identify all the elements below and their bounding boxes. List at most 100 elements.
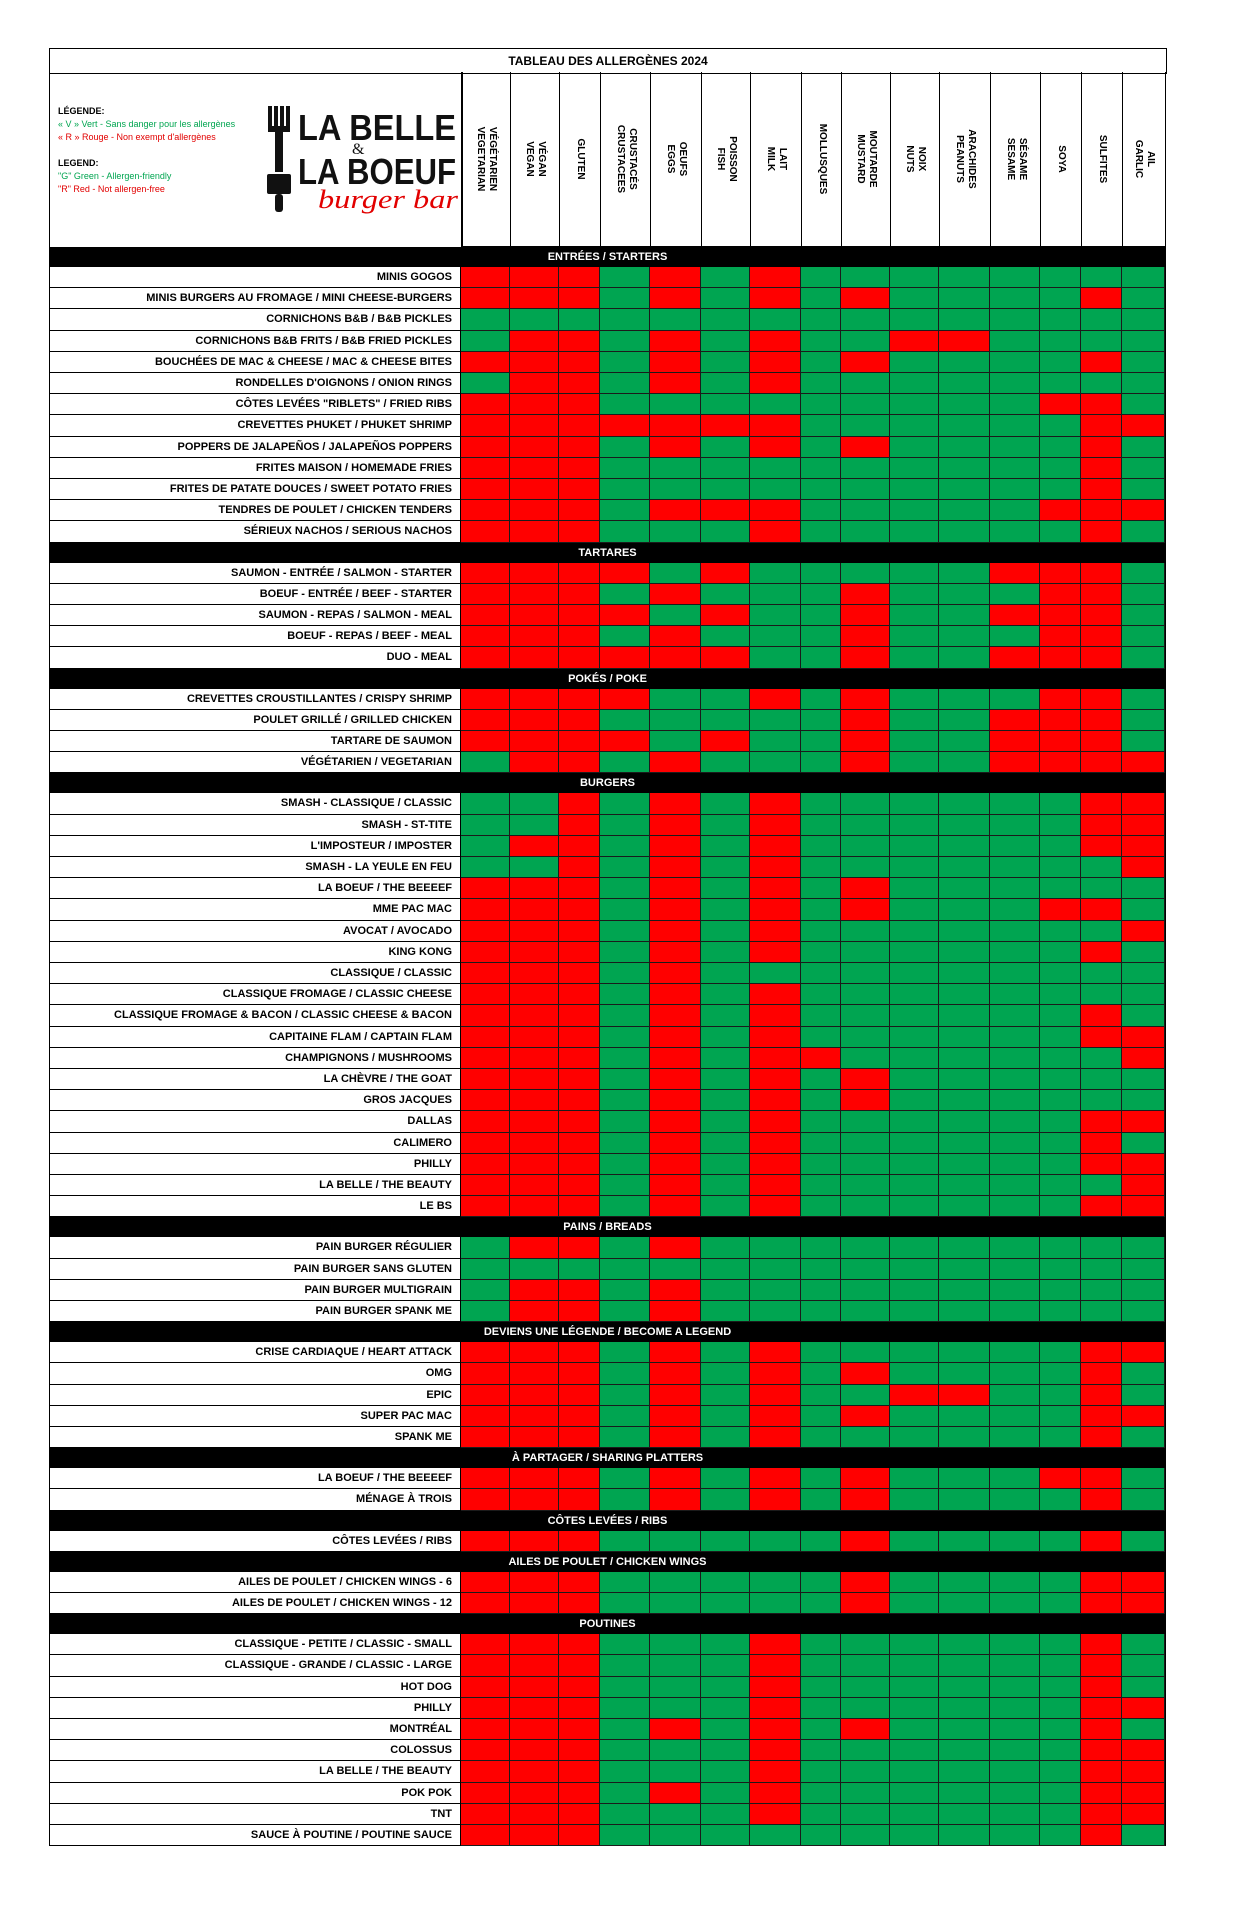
allergen-cell-green xyxy=(801,941,841,963)
allergen-cell-red xyxy=(1122,1342,1165,1364)
allergen-cell-green xyxy=(801,1258,841,1280)
allergen-cell-red xyxy=(461,647,510,669)
allergen-cell-red xyxy=(510,288,559,310)
allergen-cell-green xyxy=(600,1132,650,1154)
allergen-cell-green xyxy=(990,415,1040,437)
allergen-cell-green xyxy=(990,1782,1040,1804)
allergen-cell-red xyxy=(461,1153,510,1175)
allergen-cell-red xyxy=(841,288,890,310)
allergen-cell-red xyxy=(559,647,600,669)
allergen-cell-red xyxy=(750,1153,801,1175)
allergen-cell-green xyxy=(1122,1132,1165,1154)
allergen-cell-green xyxy=(1040,267,1081,289)
allergen-cell-green xyxy=(600,309,650,331)
legend-fr-green: « V » Vert - Sans danger pour les allerg… xyxy=(58,119,236,129)
allergen-cell-red xyxy=(559,920,600,942)
allergen-cell-green xyxy=(939,500,990,522)
item-name: MÉNAGE À TROIS xyxy=(49,1489,461,1511)
allergen-cell-green xyxy=(841,1427,890,1449)
allergen-cell-green xyxy=(939,1530,990,1552)
allergen-cell-red xyxy=(841,878,890,900)
allergen-cell-green xyxy=(939,1005,990,1027)
item-name: PAIN BURGER SPANK ME xyxy=(49,1301,461,1323)
allergen-cell-green xyxy=(701,1697,750,1719)
allergen-cell-green xyxy=(841,457,890,479)
allergen-cell-red xyxy=(461,626,510,648)
allergen-cell-green xyxy=(801,1237,841,1259)
item-name: MINIS GOGOS xyxy=(49,267,461,289)
allergen-cell-green xyxy=(939,1593,990,1615)
allergen-cell-red xyxy=(1081,752,1122,774)
allergen-cell-green xyxy=(701,1153,750,1175)
allergen-cell-red xyxy=(510,267,559,289)
allergen-cell-green xyxy=(510,1258,559,1280)
allergen-cell-green xyxy=(801,963,841,985)
table-row: POK POK xyxy=(49,1782,1166,1804)
allergen-cell-red xyxy=(650,984,701,1006)
allergen-cell-green xyxy=(939,1196,990,1218)
allergen-cell-green xyxy=(841,1132,890,1154)
allergen-cell-green xyxy=(1040,1427,1081,1449)
allergen-cell-green xyxy=(1122,436,1165,458)
allergen-cell-red xyxy=(461,1782,510,1804)
allergen-cell-red xyxy=(750,1655,801,1677)
allergen-cell-red xyxy=(559,1069,600,1091)
allergen-cell-green xyxy=(600,1301,650,1323)
allergen-cell-green xyxy=(600,1782,650,1804)
allergen-cell-red xyxy=(510,1363,559,1385)
allergen-cell-red xyxy=(1081,436,1122,458)
allergen-cell-red xyxy=(510,1175,559,1197)
allergen-cell-red xyxy=(650,415,701,437)
allergen-cell-green xyxy=(890,1530,939,1552)
allergen-cell-green xyxy=(939,562,990,584)
allergen-cell-green xyxy=(801,1719,841,1741)
table-row: MINIS GOGOS xyxy=(49,267,1166,289)
allergen-cell-red xyxy=(1081,1005,1122,1027)
allergen-cell-red xyxy=(461,1405,510,1427)
allergen-cell-green xyxy=(939,1655,990,1677)
allergen-cell-green xyxy=(1040,1342,1081,1364)
allergen-cell-green xyxy=(841,1676,890,1698)
allergen-cell-green xyxy=(701,1593,750,1615)
table-row: LA BOEUF / THE BEEEEF xyxy=(49,878,1166,900)
allergen-cell-red xyxy=(701,647,750,669)
allergen-cell-green xyxy=(801,521,841,543)
allergen-cell-red xyxy=(510,605,559,627)
allergen-cell-green xyxy=(801,394,841,416)
column-header: CRUSTACÉS CRUSTACEES xyxy=(600,72,650,247)
allergen-cell-red xyxy=(559,899,600,921)
allergen-cell-red xyxy=(510,373,559,395)
allergen-cell-red xyxy=(650,1279,701,1301)
allergen-cell-green xyxy=(890,1427,939,1449)
column-header: ARACHIDES PEANUTS xyxy=(939,72,990,247)
allergen-cell-green xyxy=(461,1279,510,1301)
allergen-cell-red xyxy=(1081,521,1122,543)
allergen-cell-red xyxy=(650,1342,701,1364)
allergen-cell-green xyxy=(801,330,841,352)
allergen-cell-red xyxy=(1040,709,1081,731)
fork-icon xyxy=(268,106,290,172)
allergen-cell-green xyxy=(990,1593,1040,1615)
allergen-cell-red xyxy=(650,288,701,310)
item-name: CHAMPIGNONS / MUSHROOMS xyxy=(49,1047,461,1069)
allergen-cell-red xyxy=(1081,1427,1122,1449)
allergen-cell-green xyxy=(1122,351,1165,373)
allergen-cell-green xyxy=(801,1803,841,1825)
allergen-cell-green xyxy=(890,1175,939,1197)
section-header: BURGERS xyxy=(49,773,1166,794)
allergen-cell-red xyxy=(750,500,801,522)
allergen-cell-green xyxy=(841,920,890,942)
allergen-cell-green xyxy=(939,1405,990,1427)
allergen-cell-green xyxy=(890,814,939,836)
item-name: PHILLY xyxy=(49,1153,461,1175)
allergen-cell-green xyxy=(801,1175,841,1197)
allergen-cell-green xyxy=(990,1530,1040,1552)
allergen-cell-green xyxy=(600,1405,650,1427)
allergen-cell-red xyxy=(650,1175,701,1197)
allergen-cell-green xyxy=(701,1468,750,1490)
legend: LÉGENDE: « V » Vert - Sans danger pour l… xyxy=(58,105,235,196)
allergen-cell-green xyxy=(841,1782,890,1804)
allergen-cell-green xyxy=(801,309,841,331)
allergen-cell-green xyxy=(990,1363,1040,1385)
allergen-cell-green xyxy=(1122,1237,1165,1259)
